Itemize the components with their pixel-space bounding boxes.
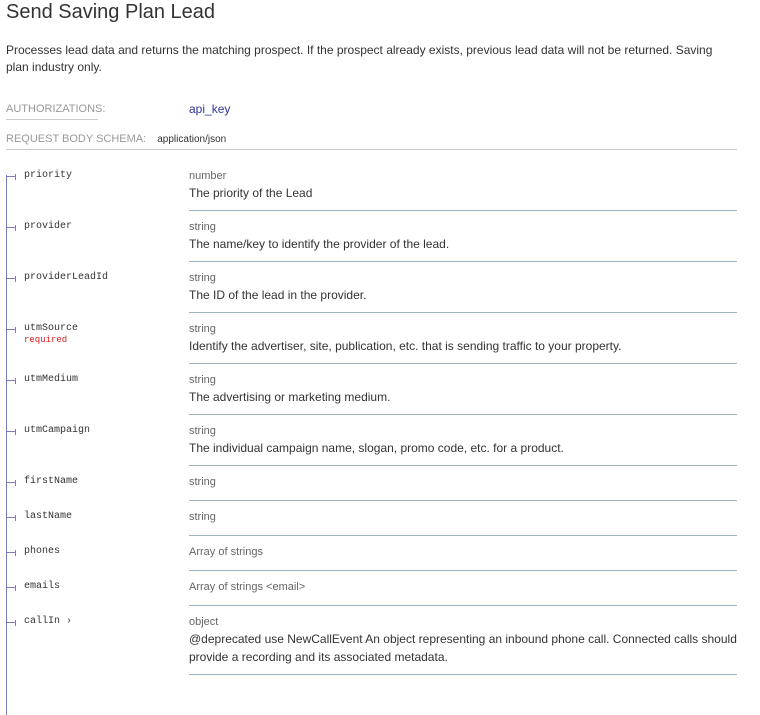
- property-type: Array of strings: [189, 546, 263, 558]
- tree-line: [6, 175, 7, 715]
- tree-branch-icon: [6, 378, 16, 384]
- property-row: provider string The name/key to identify t…: [0, 211, 740, 262]
- required-label: required: [24, 335, 68, 345]
- property-type: number: [189, 170, 227, 182]
- property-name: priority: [24, 170, 73, 181]
- schema-label: REQUEST BODY SCHEMA:: [6, 133, 147, 145]
- property-info: string The individual campaign name, slog…: [189, 415, 737, 466]
- property-name-cell: firstName: [0, 466, 189, 501]
- property-row: firstName string: [0, 466, 740, 501]
- property-type: string: [189, 511, 216, 523]
- endpoint-description: Processes lead data and returns the matc…: [6, 43, 713, 74]
- property-name-cell: utmSource required: [0, 313, 189, 364]
- tree-branch-icon: [6, 480, 16, 486]
- tree-branch-icon: [6, 550, 16, 556]
- property-info: Array of strings: [189, 536, 737, 571]
- property-info: string: [189, 501, 737, 536]
- authorizations: AUTHORIZATIONS: api_key: [6, 102, 737, 120]
- property-row: lastName string: [0, 501, 740, 536]
- tree-branch-icon: [6, 327, 16, 333]
- property-row: utmCampaign string The individual campaign…: [0, 415, 740, 466]
- tree-branch-icon: [6, 429, 16, 435]
- property-name-cell: utmMedium: [0, 364, 189, 415]
- property-type: object: [189, 616, 219, 628]
- property-name-cell[interactable]: callIn ›: [0, 606, 189, 675]
- property-description: The individual campaign name, slogan, pr…: [189, 441, 564, 455]
- page-title: Send Saving Plan Lead: [6, 1, 216, 23]
- property-type: string: [189, 272, 216, 284]
- property-name: providerLeadId: [24, 272, 109, 283]
- property-name: utmCampaign: [24, 425, 91, 436]
- property-name-cell: provider: [0, 211, 189, 262]
- auth-api-key-link[interactable]: api_key: [189, 102, 231, 116]
- request-body-schema: REQUEST BODY SCHEMA: application/json: [6, 133, 737, 150]
- property-type: string: [189, 323, 216, 335]
- property-type: Array of strings <email>: [189, 581, 306, 593]
- tree-branch-icon: [6, 620, 16, 626]
- property-description: The advertising or marketing medium.: [189, 390, 391, 404]
- property-row: priority number The priority of the Lead: [0, 160, 740, 211]
- property-name: callIn ›: [24, 616, 73, 627]
- tree-branch-icon: [6, 225, 16, 231]
- property-description: The name/key to identify the provider of…: [189, 237, 450, 251]
- property-type: string: [189, 425, 216, 437]
- property-name: phones: [24, 546, 61, 557]
- tree-branch-icon: [6, 515, 16, 521]
- property-type: string: [189, 221, 216, 233]
- property-type: string: [189, 476, 216, 488]
- property-name-cell: providerLeadId: [0, 262, 189, 313]
- property-info: object @deprecated use NewCallEvent An ob…: [189, 606, 737, 675]
- property-row: emails Array of strings <email>: [0, 571, 740, 606]
- property-row: utmMedium string The advertising or market…: [0, 364, 740, 415]
- property-type: string: [189, 374, 216, 386]
- property-description: @deprecated use NewCallEvent An object r…: [189, 632, 737, 664]
- property-name-cell: phones: [0, 536, 189, 571]
- property-info: string The name/key to identify the provi…: [189, 211, 737, 262]
- property-name: provider: [24, 221, 73, 232]
- property-info: string The advertising or marketing mediu…: [189, 364, 737, 415]
- tree-branch-icon: [6, 174, 16, 180]
- property-info: string The ID of the lead in the provider…: [189, 262, 737, 313]
- property-info: number The priority of the Lead: [189, 160, 737, 211]
- schema-content-type: application/json: [157, 134, 227, 145]
- property-name: utmSource: [24, 323, 79, 334]
- property-name-cell: lastName: [0, 501, 189, 536]
- tree-branch-icon: [6, 585, 16, 591]
- property-info: string: [189, 466, 737, 501]
- property-info: Array of strings <email>: [189, 571, 737, 606]
- property-row: utmSource required string Identify the adve…: [0, 313, 740, 364]
- property-description: The ID of the lead in the provider.: [189, 288, 367, 302]
- property-info: string Identify the advertiser, site, pub…: [189, 313, 737, 364]
- property-row: phones Array of strings: [0, 536, 740, 571]
- property-row: callIn › object @deprecated use NewCallEve…: [0, 606, 740, 675]
- property-name-cell: priority: [0, 160, 189, 211]
- authorizations-label: AUTHORIZATIONS:: [6, 103, 105, 120]
- property-name: lastName: [24, 511, 73, 522]
- properties-table: priority number The priority of the Lead pr…: [0, 160, 740, 715]
- property-name: firstName: [24, 476, 79, 487]
- property-name: emails: [24, 581, 61, 592]
- tree-branch-icon: [6, 276, 16, 282]
- property-name-cell: emails: [0, 571, 189, 606]
- property-name: utmMedium: [24, 374, 79, 385]
- property-row: providerLeadId string The ID of the lead i…: [0, 262, 740, 313]
- property-description: Identify the advertiser, site, publicati…: [189, 339, 622, 353]
- property-name-cell: utmCampaign: [0, 415, 189, 466]
- property-description: The priority of the Lead: [189, 186, 313, 200]
